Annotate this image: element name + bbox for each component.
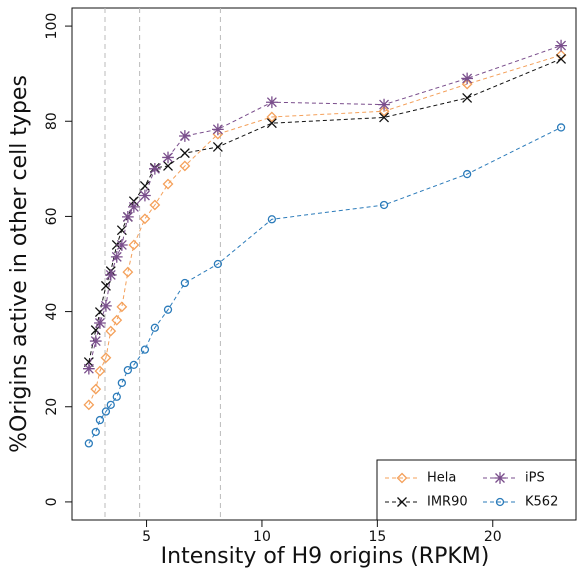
point — [149, 199, 161, 211]
point — [213, 259, 223, 269]
x-tick-label: 10 — [253, 529, 271, 545]
x-tick-label: 20 — [484, 529, 502, 545]
y-tick-label: 80 — [44, 112, 60, 130]
point — [116, 239, 128, 251]
point — [100, 300, 112, 312]
point — [212, 123, 224, 136]
legend-marker — [397, 497, 407, 507]
point — [112, 392, 121, 401]
point — [462, 92, 473, 103]
point — [555, 39, 567, 52]
point — [90, 383, 102, 395]
point — [266, 96, 278, 109]
point — [95, 415, 105, 425]
point — [150, 323, 160, 332]
point — [266, 111, 278, 123]
point — [117, 378, 127, 388]
point — [180, 278, 190, 288]
legend-label: K562 — [525, 495, 558, 510]
point — [212, 141, 223, 152]
point — [106, 400, 115, 409]
point — [266, 118, 277, 129]
y-tick-label: 100 — [44, 13, 60, 40]
legend: Hela IMR90 iPS K562 — [376, 459, 577, 521]
point — [89, 335, 102, 347]
point — [162, 151, 174, 164]
x-axis-label: Intensity of H9 origins (RPKM) — [161, 544, 490, 569]
point — [123, 365, 133, 375]
point — [378, 105, 390, 117]
point — [100, 352, 112, 364]
point — [128, 239, 140, 251]
point — [105, 325, 117, 337]
legend-marker — [396, 472, 408, 484]
series-line — [88, 126, 562, 444]
series-line — [88, 58, 562, 363]
point — [128, 201, 140, 213]
series-line — [88, 45, 562, 369]
point — [163, 305, 173, 314]
point — [122, 266, 134, 278]
point — [267, 215, 277, 224]
point — [139, 213, 151, 225]
point — [83, 399, 95, 411]
point — [84, 439, 93, 448]
point — [129, 360, 139, 370]
point — [179, 130, 191, 142]
point — [149, 162, 161, 175]
point — [116, 301, 128, 313]
point — [110, 251, 123, 263]
point — [556, 53, 567, 64]
point — [94, 317, 106, 329]
point — [94, 365, 106, 377]
point — [179, 160, 191, 172]
y-tick-label: 0 — [44, 497, 60, 506]
series-line — [88, 54, 562, 406]
x-tick-label: 5 — [142, 529, 151, 545]
point — [101, 407, 111, 416]
point — [140, 345, 150, 354]
y-tick-label: 40 — [44, 303, 60, 321]
point — [100, 280, 111, 291]
point — [461, 78, 473, 90]
point — [111, 314, 123, 326]
point — [179, 148, 190, 159]
y-tick-label: 20 — [44, 398, 60, 416]
point — [91, 427, 100, 437]
point — [139, 181, 150, 191]
legend-label: iPS — [525, 471, 545, 486]
point — [462, 169, 472, 179]
legend-label: IMR90 — [427, 495, 468, 510]
legend-label: Hela — [427, 471, 456, 486]
legend-marker — [494, 472, 506, 484]
point — [556, 123, 566, 132]
point — [379, 112, 390, 123]
point — [162, 178, 174, 190]
y-tick-label: 60 — [44, 208, 60, 226]
point — [82, 362, 95, 375]
plot-frame — [71, 7, 577, 521]
legend-frame — [376, 459, 577, 521]
point — [104, 269, 117, 281]
point — [139, 189, 151, 202]
point — [379, 200, 389, 210]
legend-marker — [495, 497, 505, 507]
point — [461, 72, 473, 85]
x-tick-label: 15 — [368, 529, 386, 545]
point — [378, 98, 390, 111]
point — [122, 211, 134, 223]
point — [163, 161, 173, 171]
y-axis-label: %Origins active in other cell types — [7, 75, 32, 453]
